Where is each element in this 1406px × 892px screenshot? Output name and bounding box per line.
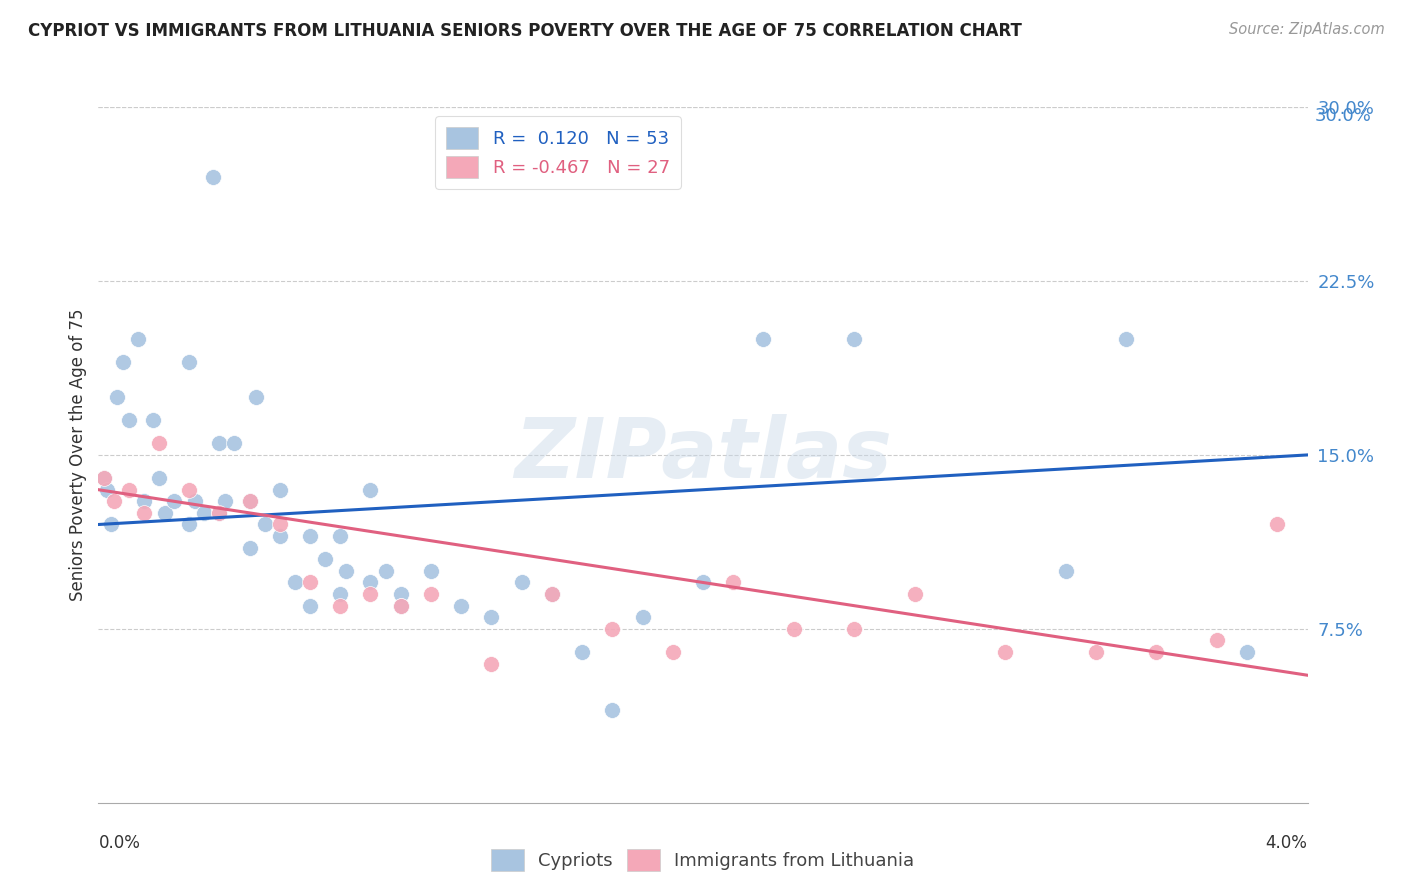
Point: [179, 517, 201, 532]
Point: [389, 599, 412, 613]
Point: [420, 564, 443, 578]
Point: [723, 575, 745, 590]
Point: [360, 483, 382, 497]
Point: [450, 599, 472, 613]
Point: [208, 506, 231, 520]
Point: [844, 332, 866, 346]
Point: [389, 599, 412, 613]
Point: [202, 169, 225, 184]
Legend: R =  0.120   N = 53, R = -0.467   N = 27: R = 0.120 N = 53, R = -0.467 N = 27: [434, 116, 681, 189]
Point: [374, 564, 396, 578]
Text: 4.0%: 4.0%: [1265, 834, 1308, 852]
Point: [193, 506, 215, 520]
Point: [118, 483, 141, 497]
Point: [1267, 517, 1289, 532]
Point: [142, 413, 165, 427]
Point: [510, 575, 533, 590]
Point: [299, 599, 322, 613]
Point: [284, 575, 307, 590]
Point: [844, 622, 866, 636]
Point: [329, 587, 352, 601]
Point: [93, 471, 115, 485]
Point: [994, 645, 1017, 659]
Point: [111, 355, 134, 369]
Text: Source: ZipAtlas.com: Source: ZipAtlas.com: [1229, 22, 1385, 37]
Point: [148, 471, 170, 485]
Point: [103, 494, 125, 508]
Point: [105, 390, 128, 404]
Point: [360, 587, 382, 601]
Point: [571, 645, 593, 659]
Legend: Cypriots, Immigrants from Lithuania: Cypriots, Immigrants from Lithuania: [484, 842, 922, 879]
Point: [184, 494, 207, 508]
Point: [132, 494, 155, 508]
Point: [245, 390, 267, 404]
Point: [314, 552, 336, 566]
Point: [904, 587, 927, 601]
Point: [1115, 332, 1137, 346]
Point: [269, 529, 291, 543]
Point: [148, 436, 170, 450]
Point: [1085, 645, 1108, 659]
Point: [329, 529, 352, 543]
Point: [329, 599, 352, 613]
Point: [541, 587, 564, 601]
Point: [481, 610, 503, 624]
Text: ZIPatlas: ZIPatlas: [515, 415, 891, 495]
Point: [224, 436, 246, 450]
Text: CYPRIOT VS IMMIGRANTS FROM LITHUANIA SENIORS POVERTY OVER THE AGE OF 75 CORRELAT: CYPRIOT VS IMMIGRANTS FROM LITHUANIA SEN…: [28, 22, 1022, 40]
Point: [602, 622, 624, 636]
Point: [335, 564, 357, 578]
Point: [253, 517, 276, 532]
Point: [127, 332, 149, 346]
Point: [100, 517, 122, 532]
Point: [239, 494, 262, 508]
Y-axis label: Seniors Poverty Over the Age of 75: Seniors Poverty Over the Age of 75: [69, 309, 87, 601]
Point: [631, 610, 654, 624]
Point: [541, 587, 564, 601]
Point: [269, 483, 291, 497]
Point: [752, 332, 775, 346]
Point: [299, 575, 322, 590]
Point: [93, 471, 115, 485]
Point: [1206, 633, 1229, 648]
Point: [602, 703, 624, 717]
Point: [214, 494, 236, 508]
Point: [239, 494, 262, 508]
Point: [299, 529, 322, 543]
Point: [662, 645, 685, 659]
Point: [163, 494, 186, 508]
Point: [783, 622, 806, 636]
Point: [1236, 645, 1258, 659]
Text: 30.0%: 30.0%: [1315, 107, 1371, 125]
Point: [269, 517, 291, 532]
Point: [118, 413, 141, 427]
Point: [208, 506, 231, 520]
Point: [153, 506, 176, 520]
Point: [360, 575, 382, 590]
Text: 0.0%: 0.0%: [98, 834, 141, 852]
Point: [420, 587, 443, 601]
Point: [481, 657, 503, 671]
Point: [179, 483, 201, 497]
Point: [1054, 564, 1077, 578]
Point: [692, 575, 714, 590]
Point: [239, 541, 262, 555]
Point: [96, 483, 118, 497]
Point: [132, 506, 155, 520]
Point: [179, 355, 201, 369]
Point: [208, 436, 231, 450]
Point: [1146, 645, 1168, 659]
Point: [389, 587, 412, 601]
